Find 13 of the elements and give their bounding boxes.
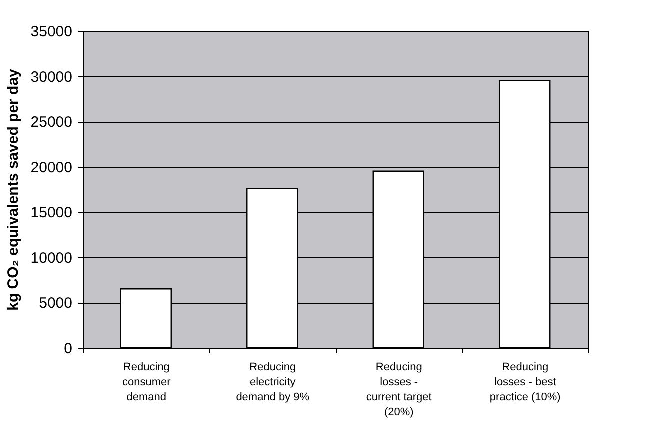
y-tick-label: 0 bbox=[64, 340, 72, 358]
y-tick-label: 15000 bbox=[30, 204, 72, 222]
x-tick-label: Reducing losses - current target (20%) bbox=[366, 362, 432, 418]
y-tick-label: 25000 bbox=[30, 114, 72, 132]
x-tick-label: Reducing electricity demand by 9% bbox=[236, 362, 310, 404]
x-tick-label: Reducing losses - best practice (10%) bbox=[490, 362, 561, 404]
y-tick-label: 20000 bbox=[30, 159, 72, 176]
y-tick-label: 35000 bbox=[30, 24, 72, 40]
y-tick-label: 10000 bbox=[30, 250, 72, 267]
y-tick-label: 5000 bbox=[39, 295, 72, 312]
y-tick-label: 30000 bbox=[30, 68, 72, 86]
x-tick-label: Reducing consumer demand bbox=[122, 362, 172, 404]
y-axis-title: kg CO₂ equivalents saved per day bbox=[4, 68, 22, 311]
